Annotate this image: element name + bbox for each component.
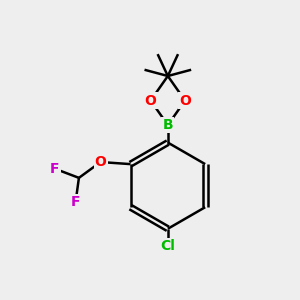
Text: Cl: Cl bbox=[160, 239, 175, 253]
Text: F: F bbox=[50, 162, 59, 176]
Text: O: O bbox=[94, 155, 106, 169]
Text: O: O bbox=[179, 94, 191, 108]
Text: F: F bbox=[71, 195, 80, 209]
Text: O: O bbox=[145, 94, 157, 108]
Text: B: B bbox=[163, 118, 173, 132]
